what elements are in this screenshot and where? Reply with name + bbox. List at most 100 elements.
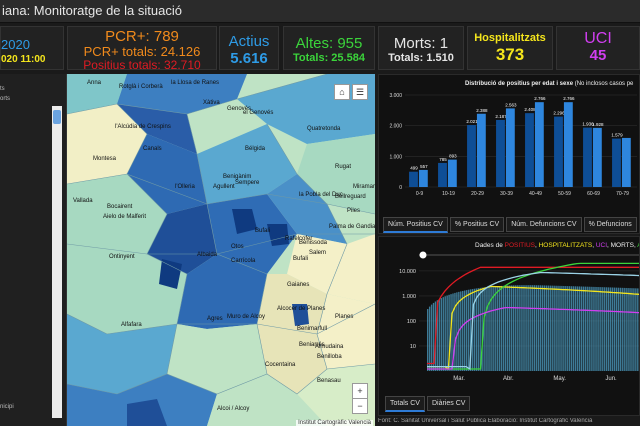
list-scrollbar[interactable] [52,106,62,418]
daily-bar [460,291,462,371]
bar-value-label: 1.936 [582,122,594,127]
age-bar[interactable] [496,119,505,187]
daily-bar [432,302,435,371]
daily-bar [462,290,464,371]
map-view[interactable]: Anna Rotglà i Corberà la Llosa de Ranes Xàt… [67,74,375,426]
age-bar[interactable] [418,169,428,187]
home-button[interactable]: ⌂ [334,84,350,100]
age-bar[interactable] [612,138,621,187]
map-label: Benissoda [299,240,328,246]
daily-bar [430,304,433,371]
daily-bar [483,287,485,371]
title-part-6: , MORTS, [607,242,638,249]
daily-bar [617,287,620,371]
map-label: Canals [143,146,162,152]
region-agres [167,324,267,394]
daily-bar [428,306,431,371]
age-bar[interactable] [621,137,631,187]
map-label: Alcoi / Alcoy [217,406,250,412]
tab-pct-positius[interactable]: % Positius CV [449,217,505,232]
daily-bar [561,285,563,371]
daily-bar [582,286,585,371]
daily-bar [621,287,623,371]
title-uci: UCI [595,242,608,249]
daily-bar [454,292,456,371]
line-y-tick: 10 [410,344,416,350]
title-positius: POSITIUS [504,242,535,249]
map-label: el Genovés [243,110,274,116]
age-bar[interactable] [534,102,544,187]
update-time: 020 11:00 [1,54,46,65]
zoom-out-button[interactable]: − [352,398,368,414]
region-alcoi [67,374,217,426]
age-bar[interactable] [438,162,447,187]
pcr-totals: PCR+ totals: 24.126 [83,44,201,59]
daily-bar [516,285,518,371]
map-label: Aielo de Malferit [103,214,147,220]
tab-num-defuncions[interactable]: Núm. Defuncions CV [506,217,582,232]
daily-bar [609,287,612,371]
line-y-tick: 100 [407,319,416,325]
map-label: Montesa [93,156,117,162]
positius-line [427,266,639,365]
line-chart-panel: Dades de POSITIUS, HOSPITALITZATS, UCI, … [378,236,640,416]
age-bar[interactable] [554,116,563,187]
layers-button[interactable]: ☰ [352,84,368,100]
line-x-tick: Jun. [605,376,617,382]
daily-bar [586,286,588,371]
region-small-b [159,259,182,289]
zoom-in-button[interactable]: + [352,383,368,399]
morts-daily: Morts: 1 [393,35,449,52]
daily-bar [532,285,534,371]
age-bar[interactable] [592,127,602,187]
daily-bar [467,289,470,371]
daily-bar [631,288,633,371]
daily-bar [530,285,532,371]
daily-bar [596,286,598,371]
map-label: Xàtiva [203,100,220,106]
map-label: Sempere [235,180,260,186]
region-small-c [267,224,289,246]
line-x-tick: Mar. [453,376,465,382]
age-bar[interactable] [409,171,418,187]
daily-bar [514,285,516,371]
daily-bar [580,286,583,371]
age-bar[interactable] [583,127,592,187]
municipality-regions [67,74,375,426]
tab-pct-defuncions[interactable]: % Defuncions [583,217,637,232]
age-bar[interactable] [525,113,534,187]
date-year: 2020 [1,37,30,52]
title-bar: iana: Monitoratge de la situació [0,0,640,23]
daily-bar [427,309,429,371]
age-bar[interactable] [447,159,457,187]
map-label: Rafelcofer [285,236,313,242]
region-albaida [207,194,297,274]
bar-value-label: 893 [449,154,457,159]
title-part-2: , [534,242,539,249]
daily-bar [448,294,450,371]
daily-bar [493,286,495,371]
age-bar[interactable] [505,108,515,187]
time-slider-handle[interactable] [419,251,427,259]
region-small-e [127,399,167,426]
scrollbar-thumb[interactable] [53,110,61,124]
data-source-footer: Font: C. Sanitat Universal i Salut Públi… [378,418,593,424]
line-y-tick: 1.000 [402,294,416,300]
tab-num-positius[interactable]: Núm. Positius CV [383,217,448,233]
line-x-tick: Abr. [503,376,514,382]
line-x-tick: May. [553,376,566,382]
daily-bar [578,286,581,371]
tab-diaries-cv[interactable]: Diàries CV [426,396,471,411]
age-bar[interactable] [476,113,486,187]
daily-bar [502,285,505,371]
daily-bar [539,285,542,371]
uci-value: 45 [589,47,607,64]
tab-totals-cv[interactable]: Totals CV [385,396,425,412]
daily-bar [541,285,544,371]
age-bar[interactable] [563,102,573,187]
map-label: Carrícola [231,258,256,264]
daily-bar [592,286,594,371]
map-label: Bufali [293,256,309,262]
age-bar[interactable] [467,125,476,187]
map-label: Benilloba [317,354,342,360]
